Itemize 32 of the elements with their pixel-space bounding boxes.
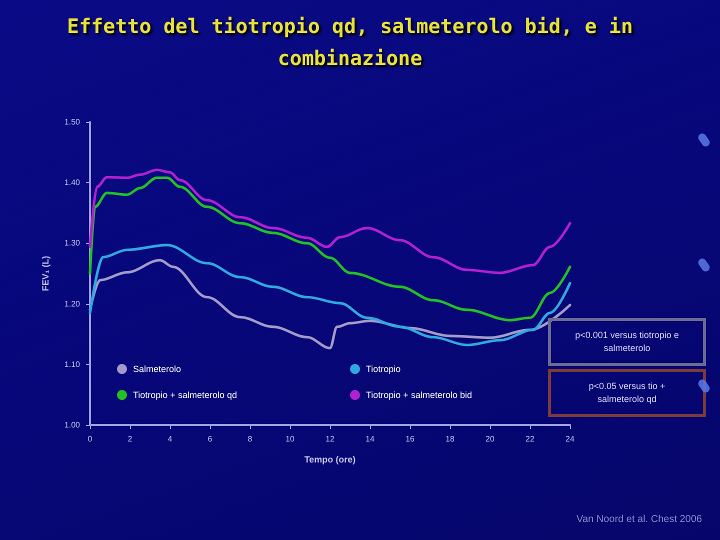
- legend-label: Tiotropio + salmeterolo qd: [133, 390, 237, 400]
- x-tick-label: 2: [128, 434, 133, 444]
- y-tick-label: 1.20: [64, 299, 81, 308]
- x-tick-label: 20: [486, 434, 495, 444]
- x-tick-label: 24: [566, 434, 575, 444]
- x-tick-label: 6: [208, 434, 213, 444]
- line-series: [88, 176, 572, 322]
- y-axis-title: FEV₁ (L): [40, 256, 50, 292]
- line-series: [88, 168, 572, 274]
- y-tick-label: 1.40: [64, 178, 81, 188]
- x-axis-title: Tempo (ore): [304, 454, 356, 464]
- y-tick-label: 1.00: [64, 420, 81, 430]
- y-tick-label: 1.30: [64, 238, 81, 248]
- x-tick-label: 16: [406, 434, 415, 444]
- x-tick-label: 0: [88, 434, 93, 444]
- chart-title: Effetto del tiotropio qd, salmeterolo bid, e in combinazione: [66, 13, 634, 72]
- text: Van Noord et al. Chest 2006: [576, 514, 702, 525]
- x-tick-label: 18: [446, 434, 455, 444]
- x-tick-label: 12: [326, 434, 335, 444]
- line-series: [88, 244, 572, 346]
- text: p<0.001 versus tiotropio e salmeterolo: [574, 329, 680, 355]
- legend-label: Salmeterolo: [133, 364, 182, 374]
- text: p<0.05 versus tio + salmeterolo qd: [588, 380, 666, 406]
- y-tick-label: 1.10: [64, 360, 81, 369]
- x-tick-label: 8: [248, 434, 253, 444]
- x-tick-label: 10: [286, 434, 295, 444]
- x-tick-label: 4: [168, 434, 173, 444]
- y-tick-label: 1.50: [64, 118, 81, 126]
- legend-label: Tiotropio + salmeterolo bid: [366, 390, 472, 400]
- legend-label: Tiotropio: [366, 364, 401, 374]
- x-tick-label: 22: [526, 434, 535, 444]
- x-tick-label: 14: [366, 434, 375, 444]
